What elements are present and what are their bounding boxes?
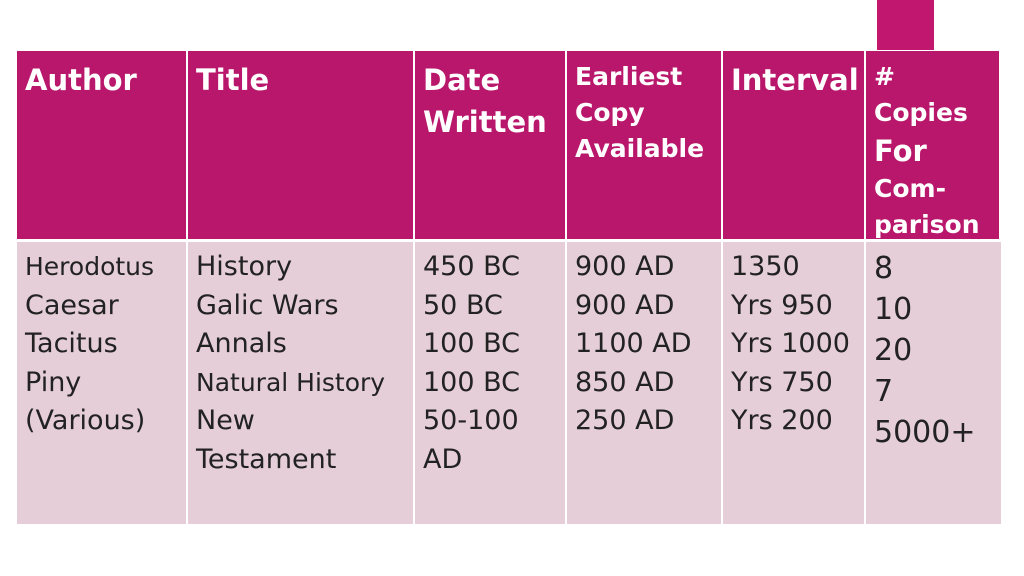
earliest-copy-item: 850 AD xyxy=(575,366,675,398)
header-date-written: Date Written xyxy=(415,51,567,242)
date-item: AD xyxy=(423,443,463,475)
interval-item: Yrs 750 xyxy=(731,366,833,398)
header-date-line2: Written xyxy=(423,105,547,139)
date-item: 50-100 xyxy=(423,405,519,436)
header-copies-line1: # xyxy=(874,62,895,91)
header-earliest-line1: Earliest xyxy=(575,62,683,91)
header-author: Author xyxy=(17,51,188,242)
header-copies-line2: Copies xyxy=(874,98,968,127)
interval-item: Yrs 1000 xyxy=(731,328,850,359)
copies-column: 8 10 20 7 5000+ xyxy=(866,242,1001,524)
earliest-copy-item: 900 AD xyxy=(575,289,675,321)
header-copies-line4: Com- xyxy=(874,174,946,203)
copies-item: 7 xyxy=(874,374,894,409)
header-author-label: Author xyxy=(25,63,137,97)
title-item: Testament xyxy=(196,443,337,475)
author-item: Caesar xyxy=(25,289,119,321)
title-item: Natural History xyxy=(196,367,386,397)
title-item: Annals xyxy=(196,328,287,359)
header-earliest-line3: Available xyxy=(575,134,705,163)
copies-item: 8 xyxy=(874,251,894,286)
copies-item: 5000+ xyxy=(874,415,976,450)
interval-item: Yrs 950 xyxy=(731,289,833,321)
header-earliest-line2: Copy xyxy=(575,98,645,127)
header-copies-line5: parison xyxy=(874,210,980,239)
date-item: 100 BC xyxy=(423,328,521,359)
copies-item: 10 xyxy=(874,292,913,327)
header-copies-line3: For xyxy=(874,134,927,168)
manuscript-comparison-table: Author Title Date Written Earliest Copy … xyxy=(17,51,1001,524)
date-item: 100 BC xyxy=(423,366,521,398)
author-column: Herodotus Caesar Tacitus Piny (Various) xyxy=(17,242,188,524)
date-item: 50 BC xyxy=(423,289,503,321)
author-item: Herodotus xyxy=(25,252,155,281)
header-title: Title xyxy=(188,51,415,242)
earliest-copy-item: 900 AD xyxy=(575,251,675,282)
title-item: Galic Wars xyxy=(196,289,339,321)
header-interval-label: Interval xyxy=(731,63,859,97)
header-title-label: Title xyxy=(196,63,270,97)
header-interval: Interval xyxy=(723,51,866,242)
title-item: New xyxy=(196,405,255,436)
header-date-line1: Date xyxy=(423,63,501,97)
date-item: 450 BC xyxy=(423,251,521,282)
earliest-copy-column: 900 AD 900 AD 1100 AD 850 AD 250 AD xyxy=(567,242,723,524)
accent-tab xyxy=(877,0,934,50)
earliest-copy-item: 1100 AD xyxy=(575,328,692,359)
interval-column: 1350 Yrs 950 Yrs 1000 Yrs 750 Yrs 200 xyxy=(723,242,866,524)
date-column: 450 BC 50 BC 100 BC 100 BC 50-100 AD xyxy=(415,242,567,524)
interval-item: Yrs 200 xyxy=(731,405,833,436)
author-item: Piny xyxy=(25,366,82,398)
title-item: History xyxy=(196,251,293,282)
header-earliest-copy: Earliest Copy Available xyxy=(567,51,723,242)
header-copies: # Copies For Com- parison xyxy=(866,51,1001,242)
author-item: Tacitus xyxy=(25,328,118,359)
author-item: (Various) xyxy=(25,405,146,436)
title-column: History Galic Wars Annals Natural Histor… xyxy=(188,242,415,524)
interval-item: 1350 xyxy=(731,251,800,282)
earliest-copy-item: 250 AD xyxy=(575,405,675,436)
copies-item: 20 xyxy=(874,333,913,368)
